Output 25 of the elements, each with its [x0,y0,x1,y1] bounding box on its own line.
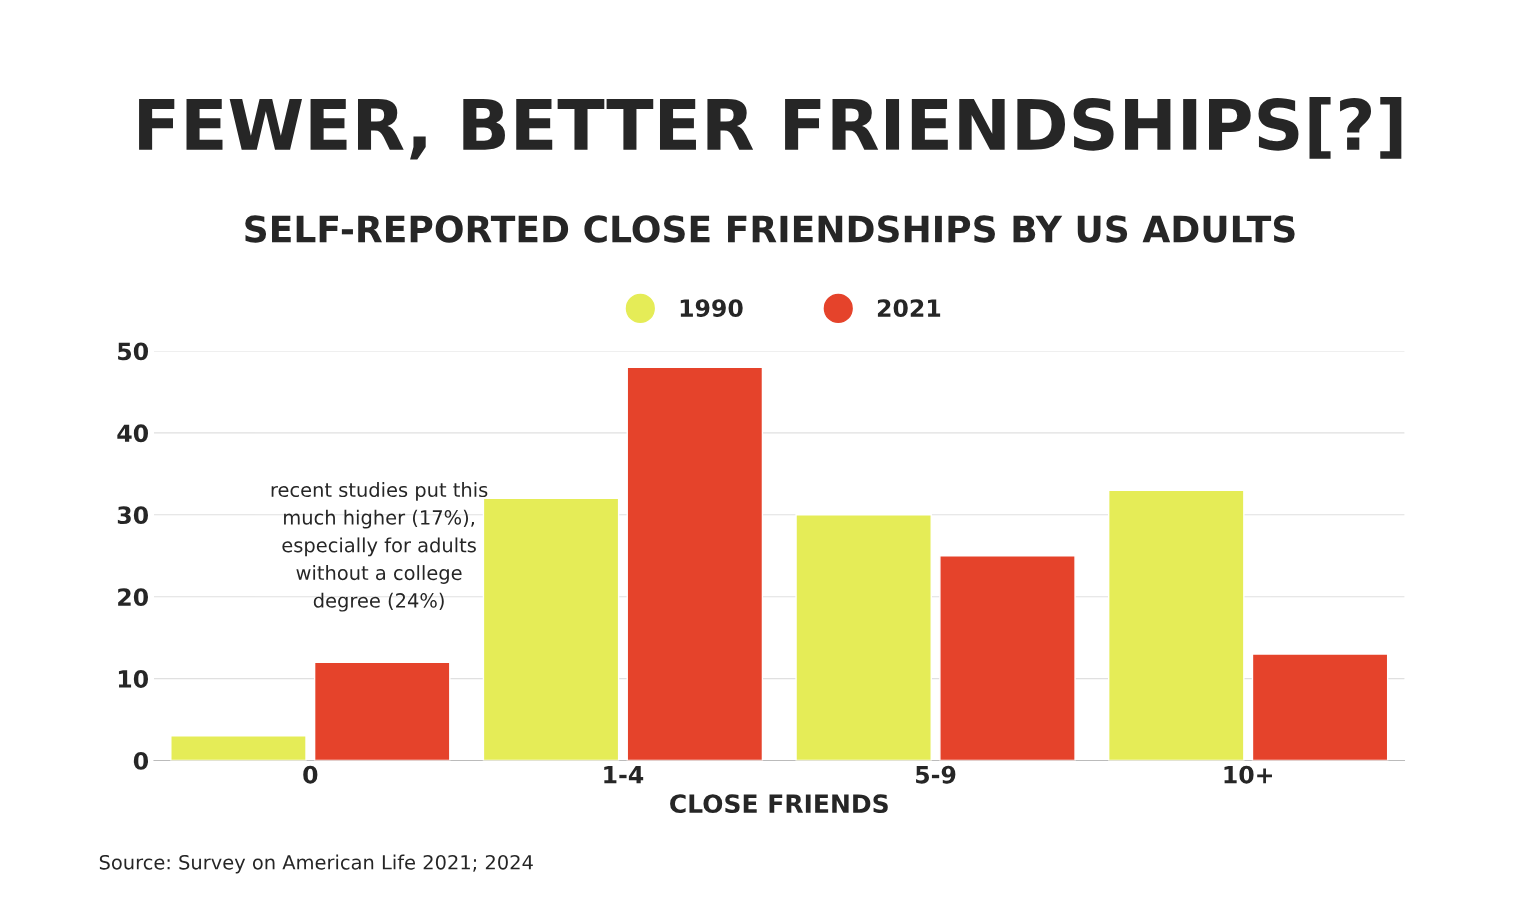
bar [313,661,451,761]
bar [482,497,620,761]
x-tick-label: 10+ [1224,765,1272,784]
annotation: recent studies put this much higher (17%), especially for adults without a college degree (24%) [271,482,488,612]
chart-title: FEWER, BETTER FRIENDSHIPS[?] [139,96,1402,160]
bar [795,514,932,761]
y-tick-label: 0 [133,751,149,770]
bar [939,555,1076,761]
bar [170,735,307,761]
y-tick-label: 50 [118,342,149,361]
y-tick-label: 40 [117,424,149,443]
bar [1251,653,1389,761]
bar [1107,489,1245,761]
y-tick-label: 20 [118,588,149,607]
x-tick-label: 5-9 [916,765,956,784]
y-tick-label: 10 [118,670,149,688]
legend-label: 2021 [877,299,941,317]
y-tick-label: 30 [117,506,149,525]
x-tick-label: 0 [303,765,318,784]
x-tick-label: 1-4 [604,766,644,784]
legend-label: 1990 [680,299,743,317]
source-note: Source: Survey on American Life 2021; 2024 [99,854,533,874]
x-axis-title: CLOSE FRIENDS [670,794,888,814]
chart-subtitle: SELF-REPORTED CLOSE FRIENDSHIPS BY US ADULTS [245,215,1295,243]
bar [626,366,764,761]
